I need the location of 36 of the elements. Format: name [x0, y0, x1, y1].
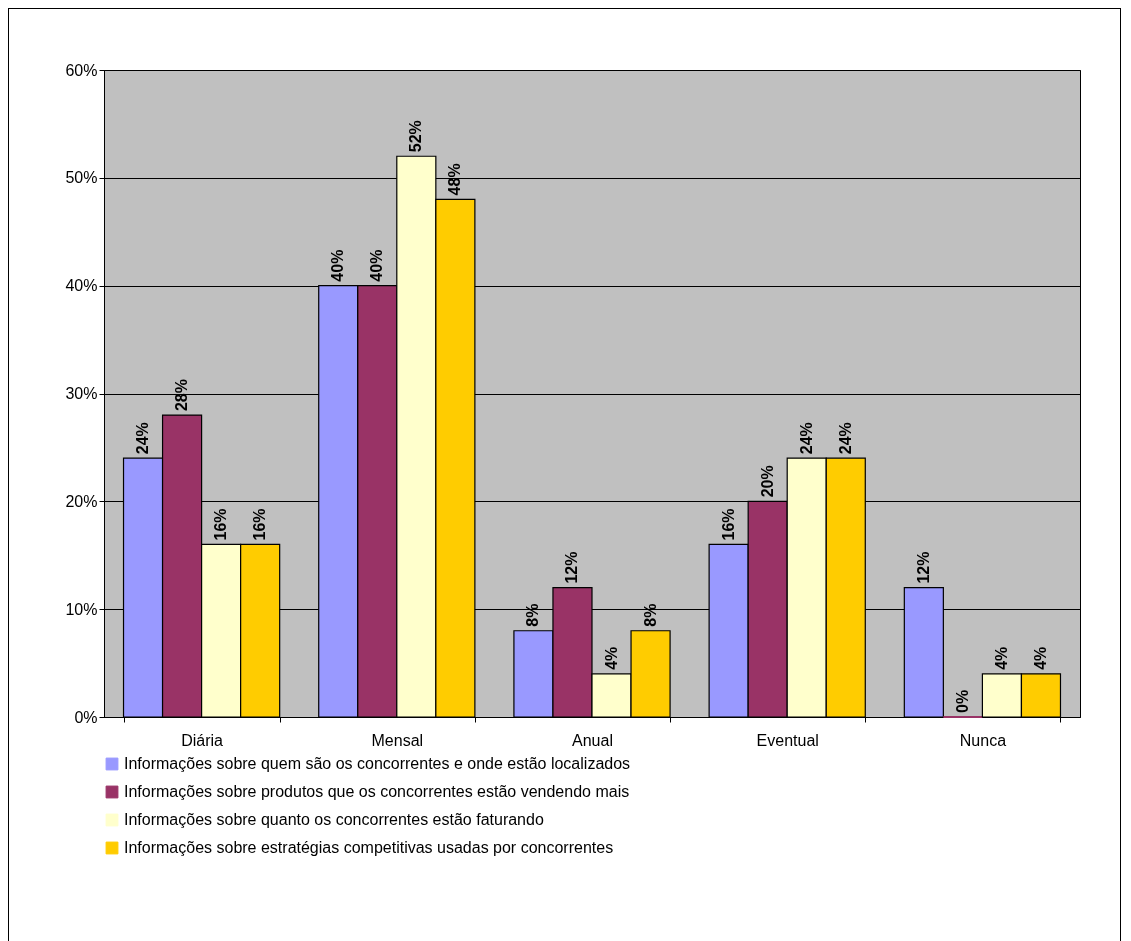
- data-label: 24%: [134, 422, 152, 455]
- y-tick-label: 10%: [65, 600, 98, 618]
- x-tick-label: Anual: [572, 731, 613, 749]
- legend-label: Informações sobre estratégias competitivas usadas por concorrentes: [124, 839, 614, 856]
- data-label: 48%: [446, 163, 464, 196]
- data-label: 24%: [836, 422, 854, 455]
- x-tick-label: Mensal: [371, 731, 424, 749]
- data-label: 16%: [251, 508, 269, 541]
- y-tick-label: 30%: [65, 385, 98, 402]
- x-tick-label: Diária: [181, 731, 224, 749]
- legend-label: Informações sobre quem são os concorrentes e onde estão localizados: [124, 755, 631, 772]
- data-label: 52%: [407, 120, 425, 153]
- data-label: 0%: [953, 689, 971, 713]
- data-label: 4%: [992, 646, 1010, 670]
- legend-label: Informações sobre quanto os concorrentes estão faturando: [124, 811, 544, 828]
- y-tick-label: 40%: [65, 277, 98, 295]
- data-label: 24%: [797, 422, 815, 455]
- y-tick-label: 20%: [65, 492, 98, 510]
- legend-label: Informações sobre produtos que os concorrentes estão vendendo mais: [124, 783, 630, 800]
- data-label: 8%: [524, 603, 542, 627]
- x-tick-label: Nunca: [959, 731, 1007, 749]
- data-label: 40%: [329, 249, 347, 282]
- x-tick-label: Eventual: [756, 731, 819, 749]
- data-label: 16%: [719, 508, 737, 541]
- y-tick-label: 0%: [74, 708, 98, 726]
- data-label: 16%: [212, 508, 230, 541]
- data-label: 28%: [173, 379, 191, 412]
- data-label: 12%: [914, 551, 932, 584]
- data-label: 8%: [641, 603, 659, 627]
- y-tick-label: 50%: [65, 169, 98, 187]
- data-label: 20%: [758, 465, 776, 498]
- data-label: 40%: [368, 249, 386, 282]
- data-label: 4%: [1031, 646, 1049, 670]
- data-label: 4%: [602, 646, 620, 670]
- y-tick-label: 60%: [65, 61, 98, 79]
- data-label: 12%: [563, 551, 581, 584]
